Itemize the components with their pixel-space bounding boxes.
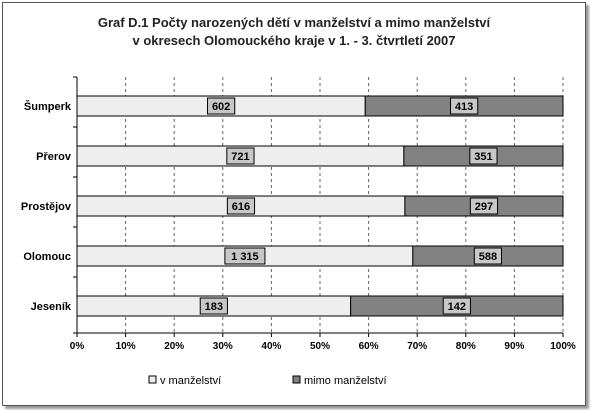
data-label: 183	[205, 301, 223, 313]
data-label-box	[199, 297, 228, 315]
data-label: 588	[479, 251, 497, 263]
chart-title: Graf D.1 Počty narozených dětí v manžels…	[98, 15, 491, 48]
data-label: 142	[448, 301, 466, 313]
data-label: 351	[474, 151, 492, 163]
data-label: 616	[232, 201, 250, 213]
data-label: 1 315	[231, 251, 259, 263]
title-line: v okresech Olomouckého kraje v 1. - 3. č…	[133, 33, 456, 48]
legend: v manželství mimo manželství	[148, 375, 387, 387]
x-tick-label: 70%	[407, 341, 427, 352]
data-label-box	[226, 147, 255, 165]
bars: Šumperk 602 413 Přerov 721 351 Prostějov 616 297…	[21, 95, 564, 317]
x-tick-label: 30%	[213, 341, 233, 352]
axes: 0% 10% 20% 30% 40% 50% 60% 70% 80% 90% 100%	[70, 76, 576, 352]
data-label: 602	[212, 101, 230, 113]
chart-svg: Graf D.1 Počty narozených dětí v manžels…	[21, 15, 576, 387]
category-label: Šumperk	[24, 100, 72, 113]
x-tick-label: 60%	[359, 341, 379, 352]
legend-swatch	[292, 375, 301, 384]
data-label: 413	[455, 101, 473, 113]
title-line: Graf D.1 Počty narozených dětí v manžels…	[98, 15, 491, 30]
x-tick-label: 40%	[261, 341, 281, 352]
data-label-box	[450, 97, 479, 115]
x-tick-label: 80%	[456, 341, 476, 352]
data-label-box	[207, 97, 236, 115]
legend-swatch	[148, 375, 157, 384]
data-label: 297	[475, 201, 493, 213]
data-label-box	[469, 147, 498, 165]
x-tick-label: 10%	[116, 341, 136, 352]
chart-frame: Graf D.1 Počty narozených dětí v manžels…	[2, 2, 586, 406]
data-label-box	[224, 247, 266, 265]
data-label-box	[469, 197, 499, 215]
x-tick-label: 100%	[550, 341, 576, 352]
legend-label: v manželství	[160, 375, 221, 387]
category-label: Olomouc	[23, 251, 71, 263]
x-tick-label: 20%	[164, 341, 184, 352]
legend-label: mimo manželství	[304, 375, 387, 387]
data-label-box	[226, 197, 256, 215]
data-label-box	[442, 297, 471, 315]
category-label: Přerov	[36, 151, 72, 163]
x-tick-label: 0%	[70, 341, 85, 352]
x-tick-label: 90%	[504, 341, 524, 352]
category-label: Prostějov	[21, 201, 72, 213]
category-label: Jeseník	[31, 301, 72, 313]
data-label: 721	[231, 151, 249, 163]
data-label-box	[473, 247, 503, 265]
x-tick-label: 50%	[310, 341, 330, 352]
